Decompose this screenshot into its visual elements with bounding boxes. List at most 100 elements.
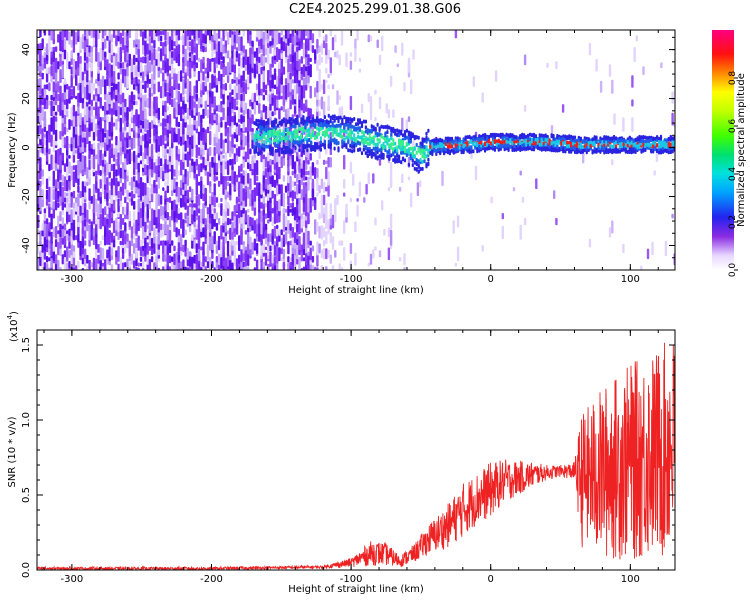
- noise-cell: [184, 212, 187, 220]
- signal-cell: [439, 137, 442, 142]
- signal-cell: [351, 130, 354, 135]
- signal-cell: [452, 149, 455, 154]
- signal-cell: [265, 140, 268, 145]
- noise-cell: [374, 217, 377, 226]
- noise-cell: [72, 171, 76, 186]
- noise-cell: [204, 100, 207, 116]
- signal-cell: [271, 151, 274, 156]
- signal-cell: [331, 116, 334, 121]
- noise-cell: [177, 91, 181, 105]
- noise-cell: [307, 209, 310, 223]
- noise-cell: [188, 162, 192, 173]
- signal-cell: [265, 124, 268, 129]
- signal-cell: [499, 140, 502, 145]
- signal-cell: [314, 118, 317, 123]
- noise-cell: [412, 49, 415, 60]
- signal-cell: [450, 136, 453, 141]
- noise-cell: [284, 185, 288, 193]
- noise-cell: [325, 148, 328, 155]
- noise-cell: [115, 118, 118, 131]
- noise-cell: [37, 214, 40, 229]
- noise-cell: [244, 170, 248, 187]
- noise-cell: [88, 168, 91, 178]
- signal-cell: [448, 137, 451, 141]
- noise-cell: [217, 70, 221, 82]
- noise-cell: [247, 242, 250, 255]
- noise-cell: [182, 125, 185, 135]
- noise-cell: [126, 63, 129, 68]
- noise-cell: [54, 46, 58, 52]
- noise-cell: [204, 30, 207, 36]
- noise-cell: [311, 255, 315, 263]
- signal-cell: [327, 139, 330, 144]
- noise-cell: [349, 52, 353, 57]
- noise-cell: [88, 188, 91, 201]
- noise-cell: [150, 120, 154, 129]
- noise-cell: [235, 174, 239, 183]
- noise-cell: [146, 242, 149, 255]
- signal-cell: [272, 138, 276, 143]
- signal-cell: [441, 138, 444, 143]
- noise-cell: [276, 182, 279, 196]
- signal-cell: [530, 133, 534, 138]
- noise-cell: [72, 59, 76, 72]
- noise-cell: [155, 193, 158, 207]
- noise-cell: [206, 242, 210, 255]
- signal-cell: [272, 120, 276, 125]
- noise-cell: [195, 93, 198, 102]
- signal-cell: [298, 143, 301, 148]
- noise-cell: [104, 79, 107, 95]
- noise-cell: [162, 100, 165, 106]
- signal-cell: [470, 139, 473, 144]
- noise-cell: [242, 156, 245, 168]
- noise-cell: [52, 155, 55, 170]
- signal-cell: [392, 158, 395, 163]
- noise-cell: [206, 89, 210, 95]
- noise-cell: [57, 230, 60, 235]
- noise-cell: [608, 227, 612, 238]
- noise-cell: [164, 104, 167, 113]
- signal-cell: [394, 146, 397, 151]
- signal-cell: [376, 122, 379, 127]
- noise-cell: [119, 240, 122, 246]
- noise-cell: [164, 181, 167, 187]
- signal-cell: [515, 139, 518, 144]
- noise-cell: [376, 39, 379, 48]
- signal-cell: [353, 125, 356, 130]
- noise-cell: [197, 246, 201, 261]
- signal-cell: [284, 135, 287, 140]
- signal-cell: [372, 127, 375, 132]
- noise-cell: [235, 77, 239, 86]
- noise-cell: [77, 65, 80, 76]
- signal-cell: [468, 140, 471, 145]
- noise-cell: [311, 178, 315, 189]
- noise-cell: [226, 230, 230, 235]
- signal-cell: [403, 145, 407, 150]
- noise-cell: [327, 84, 330, 90]
- noise-cell: [135, 57, 138, 62]
- noise-cell: [360, 103, 364, 114]
- noise-cell: [340, 106, 344, 111]
- noise-cell: [121, 206, 125, 215]
- noise-cell: [289, 208, 292, 213]
- noise-cell: [195, 30, 198, 41]
- noise-cell: [135, 219, 138, 235]
- noise-cell: [54, 57, 58, 73]
- noise-cell: [72, 245, 76, 252]
- noise-cell: [318, 81, 321, 93]
- signal-cell: [306, 139, 309, 144]
- signal-cell: [435, 152, 438, 156]
- noise-cell: [352, 173, 355, 184]
- noise-cell: [202, 45, 205, 53]
- signal-cell: [462, 144, 465, 149]
- noise-cell: [150, 168, 154, 178]
- signal-cell: [437, 138, 440, 143]
- noise-cell: [238, 108, 241, 120]
- noise-cell: [284, 215, 288, 228]
- noise-cell: [251, 114, 254, 124]
- noise-cell: [240, 130, 243, 140]
- noise-cell: [184, 30, 187, 46]
- signal-cell: [329, 127, 332, 132]
- noise-cell: [381, 36, 384, 52]
- signal-cell: [339, 134, 342, 139]
